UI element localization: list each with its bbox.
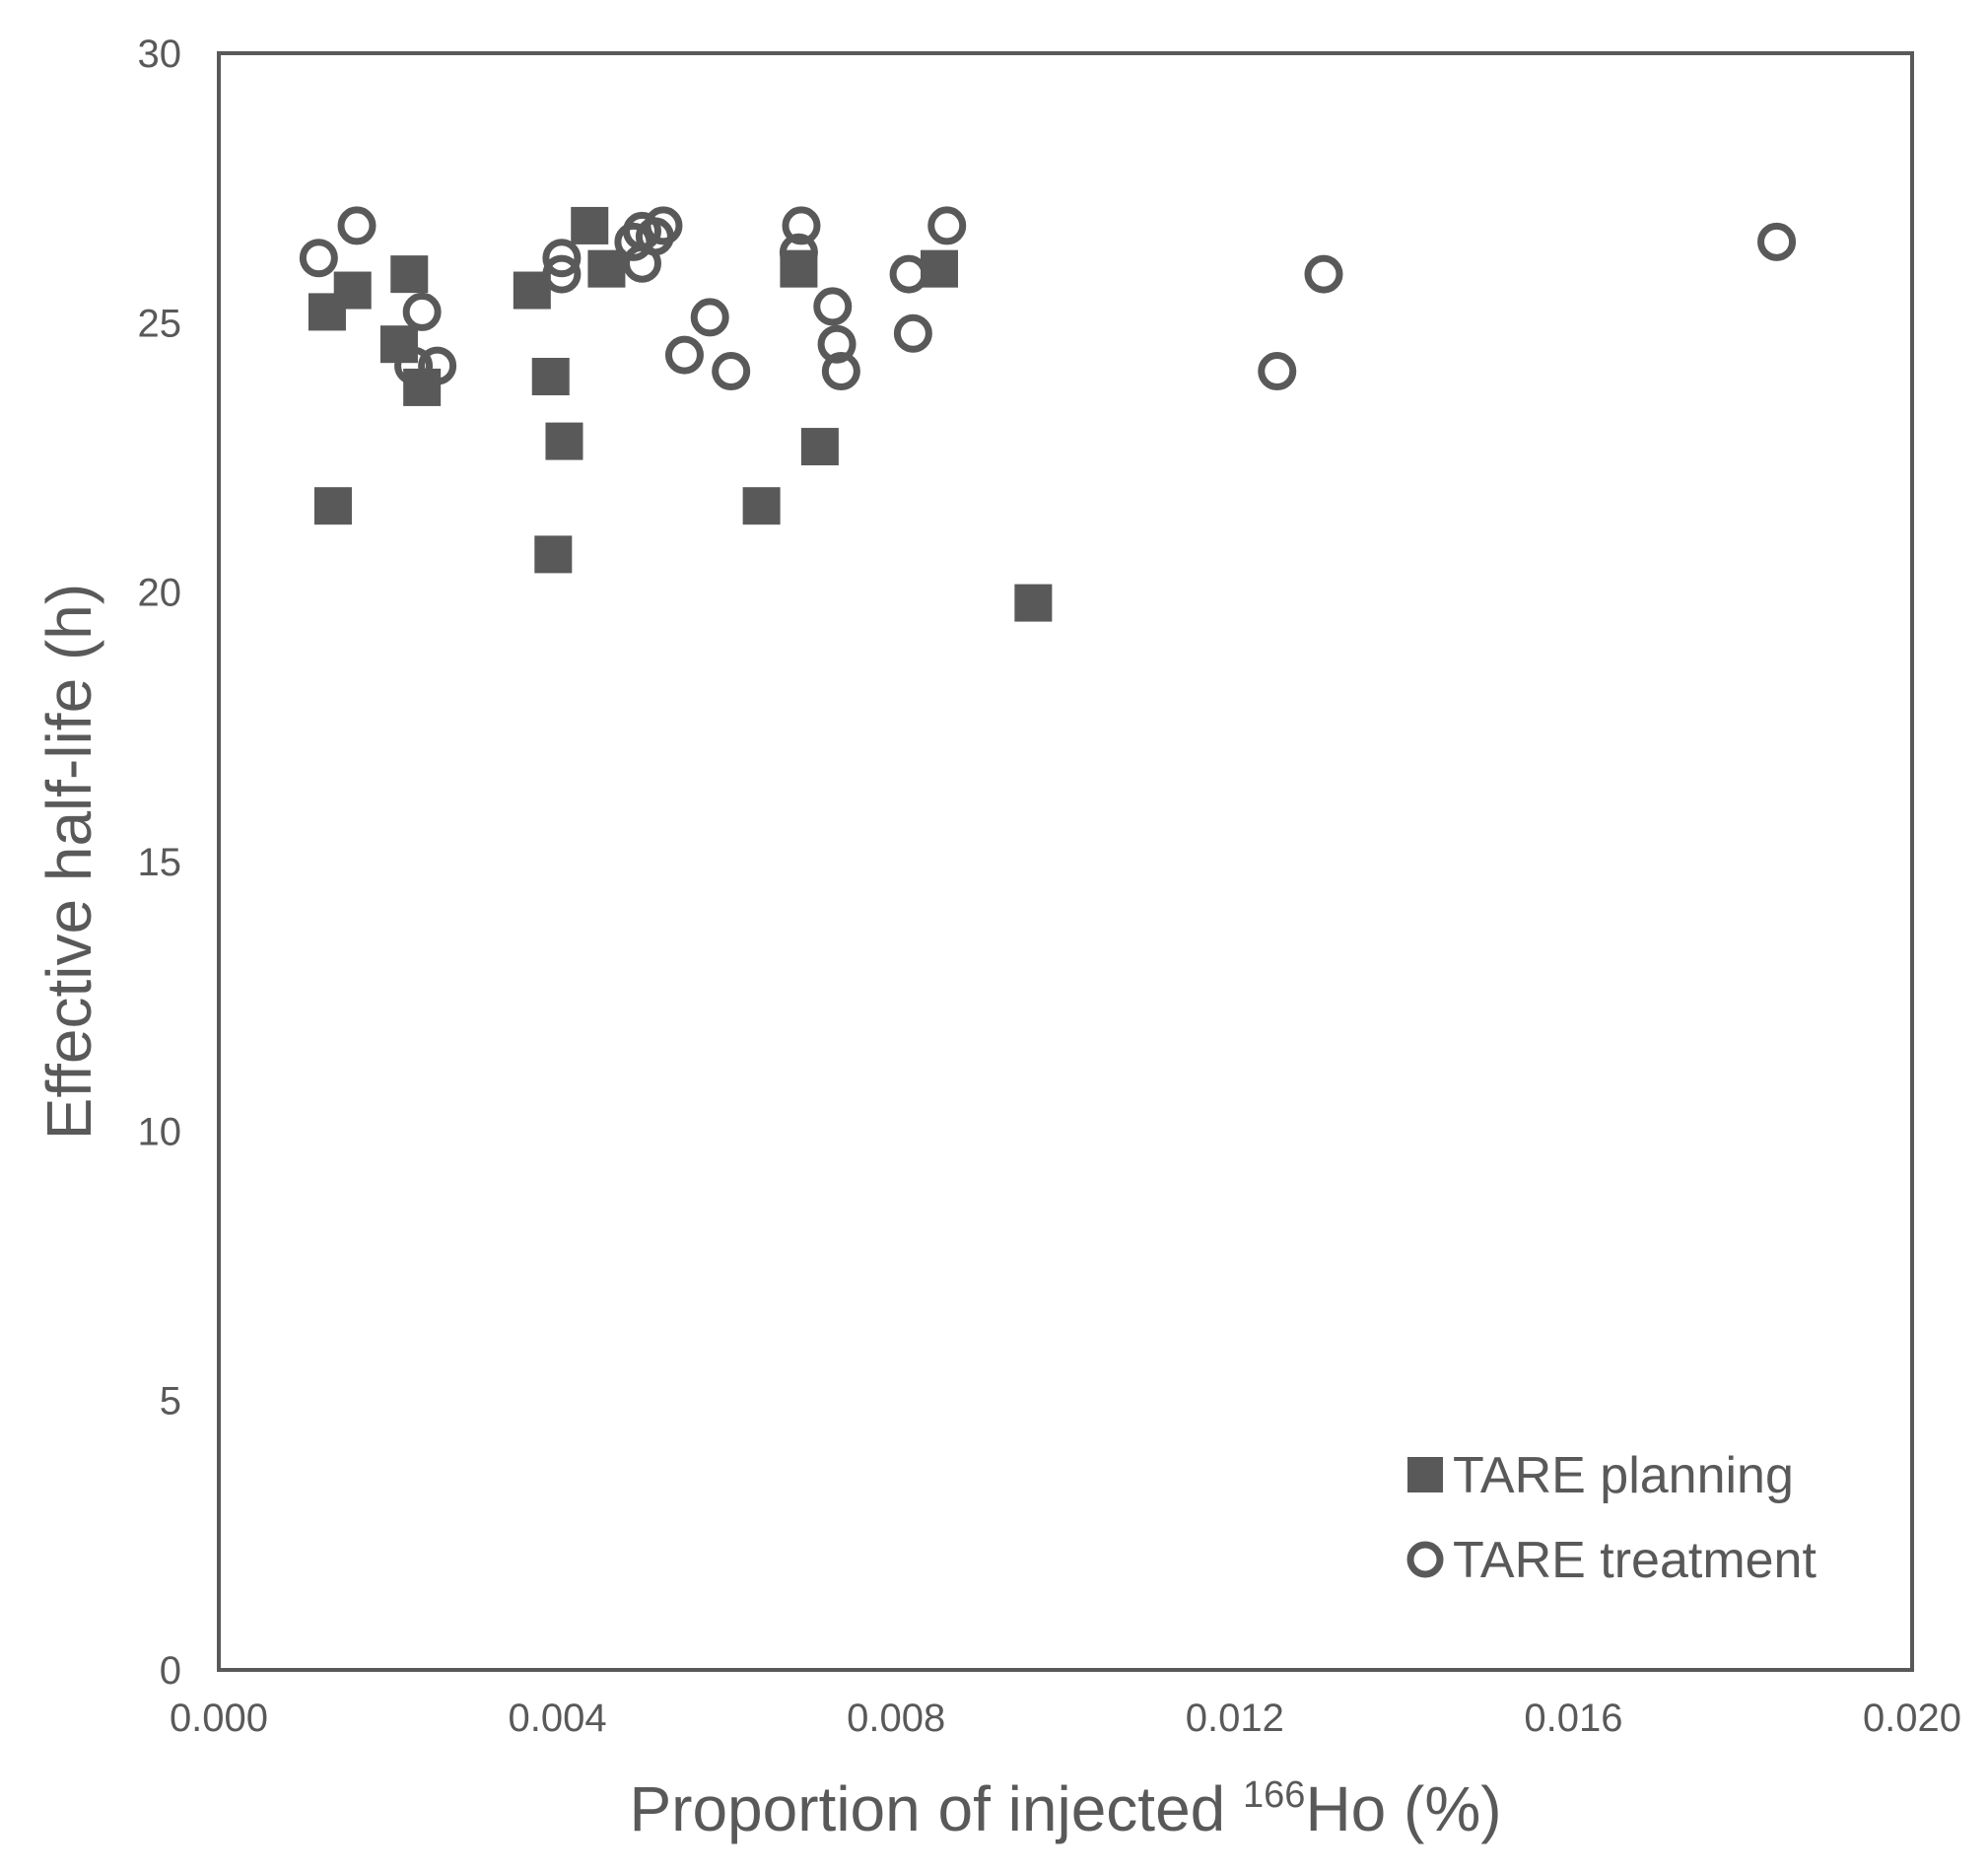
treatment-point xyxy=(402,292,442,331)
x-tick-label: 0.004 xyxy=(509,1697,607,1740)
planning-point xyxy=(571,206,609,244)
x-tick-label: 0.012 xyxy=(1186,1697,1284,1740)
x-tick-label: 0.020 xyxy=(1863,1697,1961,1740)
planning-point xyxy=(742,487,781,525)
planning-point xyxy=(313,487,352,525)
x-axis-title: Proportion of injected 166Ho (%) xyxy=(629,1773,1501,1844)
planning-point xyxy=(531,358,570,395)
treatment-point xyxy=(821,352,860,391)
y-tick-label: 15 xyxy=(138,841,182,884)
treatment-point xyxy=(542,239,582,278)
treatment-point xyxy=(893,313,932,353)
treatment-point xyxy=(337,206,377,245)
y-axis-title: Effective half-life (h) xyxy=(34,584,104,1140)
x-tick-label: 0.016 xyxy=(1524,1697,1622,1740)
treatment-point xyxy=(690,298,729,337)
treatment-point xyxy=(644,206,683,245)
planning-point xyxy=(333,271,372,310)
legend-planning-marker xyxy=(1407,1457,1443,1492)
treatment-point xyxy=(542,254,582,294)
treatment-point xyxy=(299,239,338,278)
planning-point xyxy=(390,255,429,294)
y-axis-ticks: 0 5 10 15 20 25 30 xyxy=(138,33,182,1693)
x-tick-label: 0.008 xyxy=(847,1697,945,1740)
legend-treatment-marker xyxy=(1406,1541,1444,1578)
y-tick-label: 25 xyxy=(138,302,182,345)
legend-planning-label: TARE planning xyxy=(1453,1447,1794,1504)
treatment-point xyxy=(1304,254,1343,294)
treatment-point xyxy=(782,206,821,245)
y-tick-label: 0 xyxy=(160,1649,181,1693)
planning-point xyxy=(545,422,583,460)
treatment-point xyxy=(927,206,967,245)
planning-point xyxy=(800,428,839,466)
planning-point xyxy=(1014,584,1053,622)
x-axis-title-superscript: 166 xyxy=(1243,1774,1305,1816)
plot-area xyxy=(217,51,1914,1672)
treatment-point xyxy=(712,352,751,391)
treatment-point xyxy=(817,324,857,364)
treatment-point xyxy=(779,233,818,272)
legend-treatment-label: TARE treatment xyxy=(1453,1532,1817,1589)
treatment-point xyxy=(1757,222,1797,261)
legend: TARE planning TARE treatment xyxy=(1406,1447,1817,1589)
treatment-point xyxy=(418,346,457,385)
planning-point xyxy=(534,535,573,574)
y-tick-label: 5 xyxy=(160,1380,181,1423)
treatment-point xyxy=(1258,352,1297,391)
planning-point xyxy=(587,249,626,288)
x-tick-label: 0.000 xyxy=(170,1697,268,1740)
treatment-point xyxy=(813,287,853,326)
y-tick-label: 10 xyxy=(138,1110,182,1153)
y-tick-label: 30 xyxy=(138,33,182,76)
treatment-point xyxy=(664,335,704,375)
x-axis-title-prefix: Proportion of injected xyxy=(629,1773,1243,1844)
treatment-point xyxy=(394,346,434,385)
x-axis-ticks: 0.000 0.004 0.008 0.012 0.016 0.020 xyxy=(170,1697,1961,1740)
x-axis-title-suffix: Ho (%) xyxy=(1305,1773,1501,1844)
treatment-point xyxy=(889,254,928,294)
y-tick-label: 20 xyxy=(138,572,182,615)
data-points xyxy=(299,206,1797,622)
